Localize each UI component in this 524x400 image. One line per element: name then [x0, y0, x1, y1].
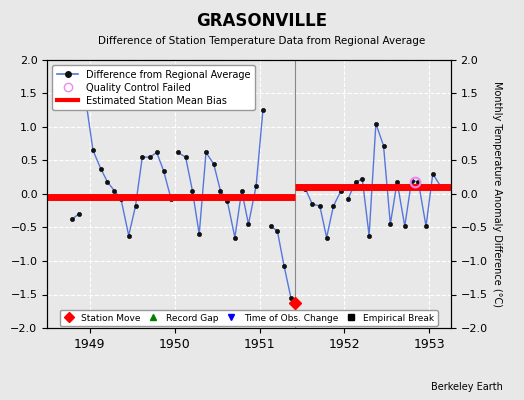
- Text: Berkeley Earth: Berkeley Earth: [431, 382, 503, 392]
- Text: Difference of Station Temperature Data from Regional Average: Difference of Station Temperature Data f…: [99, 36, 425, 46]
- Legend: Station Move, Record Gap, Time of Obs. Change, Empirical Break: Station Move, Record Gap, Time of Obs. C…: [60, 310, 438, 326]
- Text: GRASONVILLE: GRASONVILLE: [196, 12, 328, 30]
- Y-axis label: Monthly Temperature Anomaly Difference (°C): Monthly Temperature Anomaly Difference (…: [492, 81, 501, 307]
